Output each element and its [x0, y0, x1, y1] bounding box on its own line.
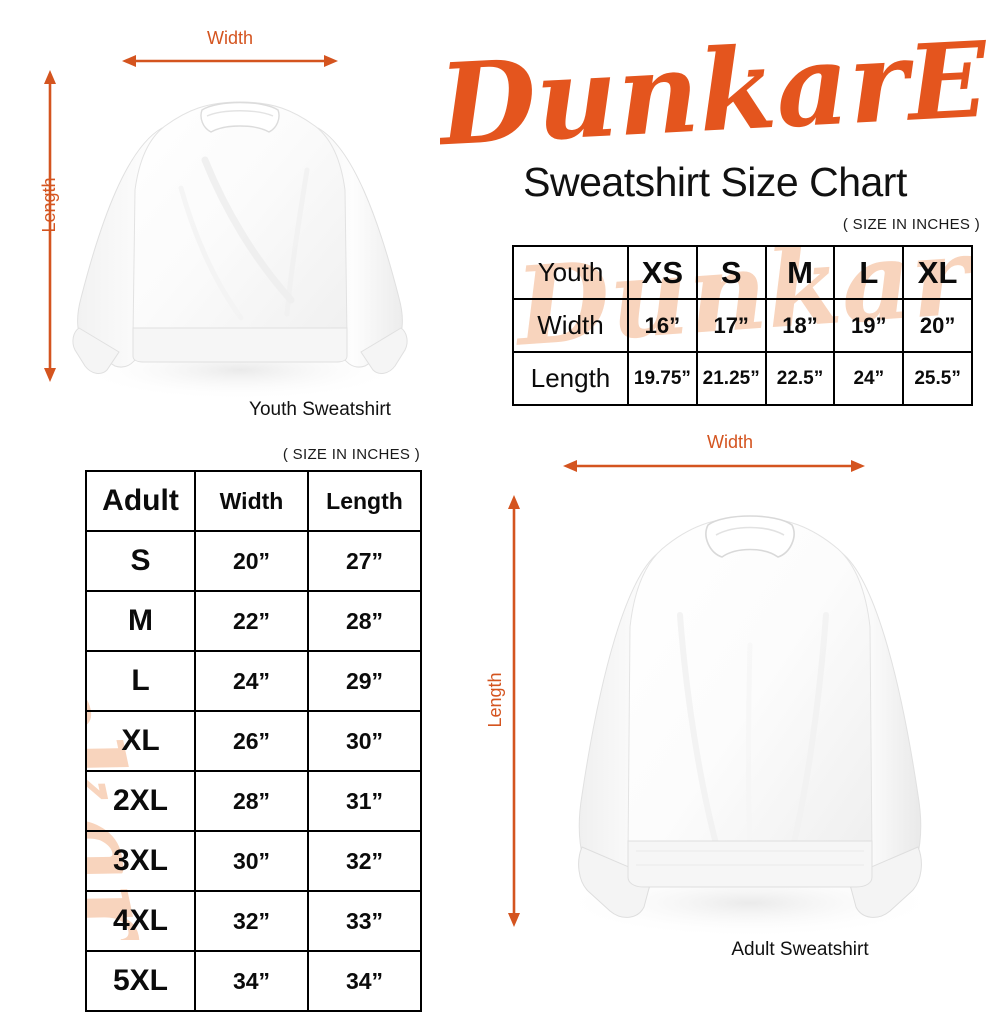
table-row: 4XL 32” 33”	[85, 890, 422, 952]
brand-logo-text: DunkarE	[440, 34, 990, 164]
youth-width-xs: 16”	[627, 298, 698, 353]
youth-width-xl: 20”	[902, 298, 973, 353]
adult-col-header-length: Length	[307, 470, 422, 532]
adult-length-2xl: 31”	[307, 770, 422, 832]
adult-width-4xl: 32”	[194, 890, 309, 952]
youth-size-m: M	[764, 245, 836, 300]
adult-length-3xl: 32”	[307, 830, 422, 892]
adult-width-l: 24”	[194, 650, 309, 712]
adult-length-l: 29”	[307, 650, 422, 712]
table-row: XL 26” 30”	[85, 710, 422, 772]
adult-col-header-size: Adult	[85, 470, 196, 532]
adult-length-4xl: 33”	[307, 890, 422, 952]
youth-size-s: S	[695, 245, 767, 300]
adult-size-m: M	[85, 590, 196, 652]
youth-width-arrow-icon	[122, 55, 338, 67]
adult-size-l: L	[85, 650, 196, 712]
youth-size-l: L	[833, 245, 905, 300]
adult-width-3xl: 30”	[194, 830, 309, 892]
youth-sweatshirt-caption: Youth Sweatshirt	[249, 399, 391, 420]
youth-width-label: Width	[206, 28, 253, 48]
adult-width-s: 20”	[194, 530, 309, 592]
youth-row-header-length: Length	[512, 351, 629, 406]
adult-length-5xl: 34”	[307, 950, 422, 1012]
adult-width-label: Width	[706, 432, 753, 452]
adult-width-5xl: 34”	[194, 950, 309, 1012]
youth-width-s: 17”	[695, 298, 767, 353]
youth-width-l: 19”	[833, 298, 905, 353]
youth-length-xs: 19.75”	[627, 351, 698, 406]
youth-length-l: 24”	[833, 351, 905, 406]
youth-units-note: ( SIZE IN INCHES )	[842, 216, 980, 233]
youth-length-xl: 25.5”	[902, 351, 973, 406]
youth-length-m: 22.5”	[764, 351, 836, 406]
adult-size-2xl: 2XL	[85, 770, 196, 832]
youth-length-s: 21.25”	[695, 351, 767, 406]
adult-sweatshirt-caption: Adult Sweatshirt	[731, 939, 869, 960]
youth-sweatshirt-image	[55, 70, 425, 400]
table-row: L 24” 29”	[85, 650, 422, 712]
adult-sweatshirt-image	[540, 495, 960, 940]
adult-length-m: 28”	[307, 590, 422, 652]
youth-size-table: Youth XS S M L XL Width 16” 17” 18” 19” …	[512, 245, 973, 406]
adult-width-2xl: 28”	[194, 770, 309, 832]
table-row: 3XL 30” 32”	[85, 830, 422, 892]
adult-size-table: Adult Width Length S 20” 27” M 22” 28” L…	[85, 470, 422, 1012]
adult-units-note: ( SIZE IN INCHES )	[282, 446, 420, 463]
table-row: S 20” 27”	[85, 530, 422, 592]
adult-size-4xl: 4XL	[85, 890, 196, 952]
table-row: Length 19.75” 21.25” 22.5” 24” 25.5”	[512, 351, 973, 406]
youth-size-xl: XL	[902, 245, 973, 300]
adult-width-xl: 26”	[194, 710, 309, 772]
table-row: 2XL 28” 31”	[85, 770, 422, 832]
adult-length-xl: 30”	[307, 710, 422, 772]
youth-row-header-width: Width	[512, 298, 629, 353]
adult-size-s: S	[85, 530, 196, 592]
adult-length-arrow-icon	[508, 495, 520, 927]
adult-width-m: 22”	[194, 590, 309, 652]
table-row: 5XL 34” 34”	[85, 950, 422, 1012]
adult-width-arrow-icon	[563, 460, 865, 472]
adult-col-header-width: Width	[194, 470, 309, 532]
adult-length-s: 27”	[307, 530, 422, 592]
adult-size-3xl: 3XL	[85, 830, 196, 892]
youth-length-arrow-icon	[44, 70, 56, 382]
table-header-row: Adult Width Length	[85, 470, 422, 532]
youth-size-xs: XS	[627, 245, 698, 300]
youth-width-m: 18”	[764, 298, 836, 353]
table-row: Youth XS S M L XL	[512, 245, 973, 300]
table-row: M 22” 28”	[85, 590, 422, 652]
page-title: Sweatshirt Size Chart	[523, 158, 907, 205]
brand-logo: DunkarE	[440, 34, 990, 164]
adult-size-5xl: 5XL	[85, 950, 196, 1012]
adult-size-xl: XL	[85, 710, 196, 772]
table-row: Width 16” 17” 18” 19” 20”	[512, 298, 973, 353]
youth-row-header-size: Youth	[512, 245, 629, 300]
